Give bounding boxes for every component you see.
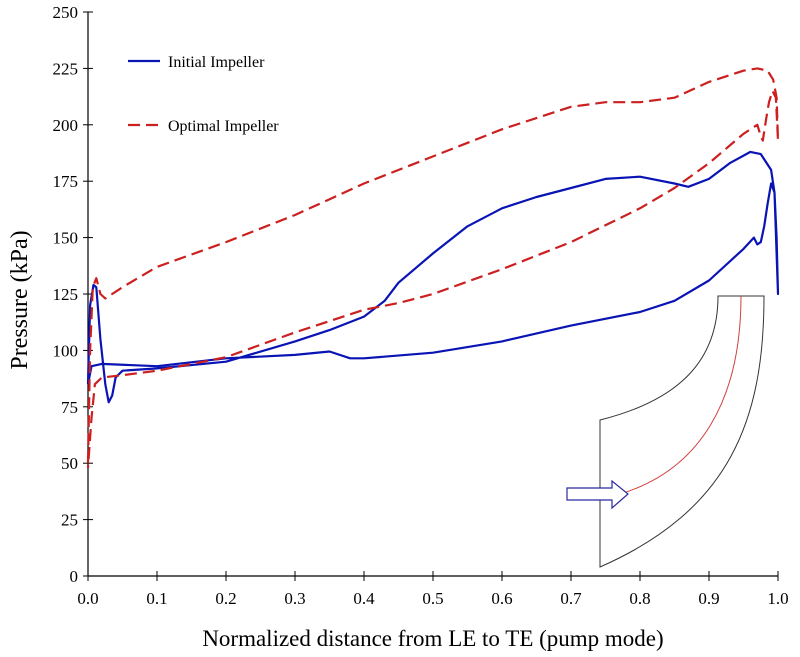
y-tick-label: 225 xyxy=(53,59,79,78)
y-tick-label: 125 xyxy=(53,285,79,304)
y-tick-label: 250 xyxy=(53,3,79,22)
x-tick-label: 1.0 xyxy=(767,589,788,608)
x-tick-label: 0.6 xyxy=(491,589,512,608)
x-tick-label: 0.9 xyxy=(698,589,719,608)
legend-label-optimal: Optimal Impeller xyxy=(168,118,279,135)
series-line-initial xyxy=(86,150,780,404)
y-tick-label: 200 xyxy=(53,116,79,135)
y-tick-label: 25 xyxy=(61,511,78,530)
y-tick-label: 75 xyxy=(61,398,78,417)
x-axis-title: Normalized distance from LE to TE (pump … xyxy=(202,626,663,651)
y-tick-label: 175 xyxy=(53,172,79,191)
impeller-midline xyxy=(619,295,742,495)
impeller-inset-diagram xyxy=(566,295,765,568)
legend: Initial Impeller Optimal Impeller xyxy=(128,54,279,135)
legend-label-initial: Initial Impeller xyxy=(168,54,265,71)
x-tick-label: 0.7 xyxy=(560,589,582,608)
y-tick-label: 50 xyxy=(61,454,78,473)
flow-arrow-icon xyxy=(566,479,629,510)
y-tick-label: 150 xyxy=(53,229,79,248)
x-tick-label: 0.0 xyxy=(77,589,98,608)
impeller-outline xyxy=(599,295,765,568)
x-tick-label: 0.5 xyxy=(422,589,443,608)
series-line-optimal xyxy=(86,67,780,468)
y-tick-label: 100 xyxy=(53,341,79,360)
x-tick-label: 0.4 xyxy=(353,589,375,608)
x-tick-label: 0.8 xyxy=(629,589,650,608)
x-tick-label: 0.1 xyxy=(146,589,167,608)
y-tick-label: 0 xyxy=(70,567,79,586)
y-axis-title: Pressure (kPa) xyxy=(7,230,33,369)
x-tick-label: 0.2 xyxy=(215,589,236,608)
x-tick-label: 0.3 xyxy=(284,589,305,608)
